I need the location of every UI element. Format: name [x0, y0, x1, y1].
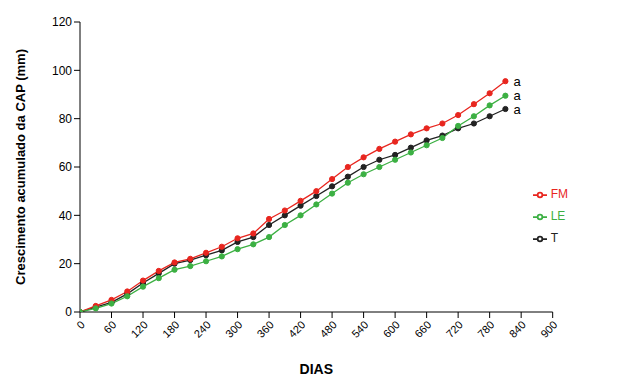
svg-text:120: 120 [128, 318, 149, 339]
html-text:FM: FM [550, 187, 568, 201]
svg-text:480: 480 [318, 318, 339, 339]
svg-text:Crescimento acumulado da CAP (: Crescimento acumulado da CAP (mm) [13, 49, 28, 285]
svg-text:20: 20 [59, 257, 73, 271]
svg-text:600: 600 [381, 318, 402, 339]
svg-text:DIAS: DIAS [300, 361, 333, 377]
svg-text:a: a [513, 74, 521, 89]
svg-text:100: 100 [52, 64, 72, 78]
svg-text:720: 720 [444, 318, 465, 339]
svg-text:60: 60 [101, 318, 118, 335]
svg-text:240: 240 [192, 318, 213, 339]
svg-text:360: 360 [255, 318, 276, 339]
svg-text:a: a [513, 88, 521, 104]
html-text:LE: LE [550, 209, 566, 223]
svg-text:300: 300 [223, 318, 244, 339]
svg-text:0: 0 [74, 318, 87, 331]
svg-text:840: 840 [507, 318, 528, 339]
svg-text:0: 0 [65, 305, 72, 319]
svg-text:120: 120 [52, 15, 72, 29]
svg-text:660: 660 [412, 318, 433, 339]
svg-text:80: 80 [59, 112, 73, 126]
svg-text:a: a [513, 102, 521, 117]
html-text:T: T [550, 231, 558, 245]
svg-text:780: 780 [475, 318, 496, 339]
svg-text:180: 180 [160, 318, 181, 339]
svg-text:60: 60 [59, 160, 73, 174]
svg-text:540: 540 [349, 318, 370, 339]
svg-text:40: 40 [59, 209, 73, 223]
svg-text:900: 900 [538, 318, 559, 339]
svg-text:420: 420 [286, 318, 307, 339]
